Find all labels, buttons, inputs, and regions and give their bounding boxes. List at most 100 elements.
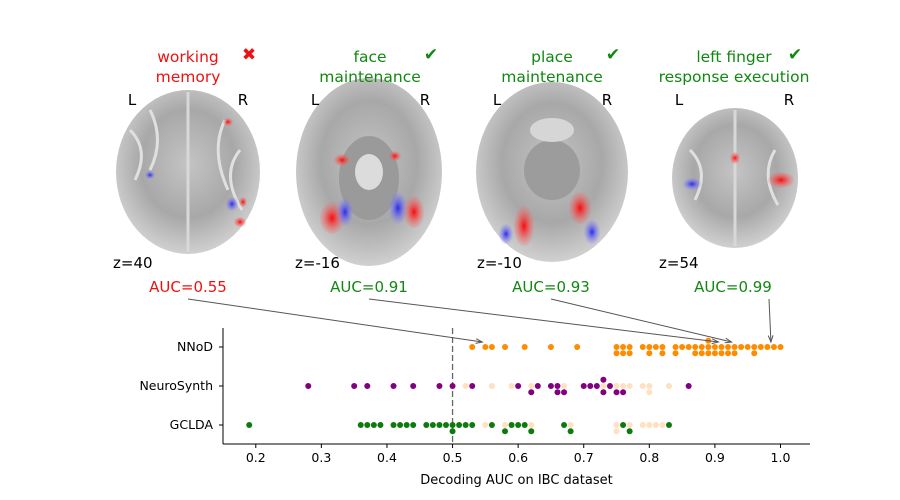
faded-point xyxy=(462,383,469,389)
data-point-nnod xyxy=(698,344,705,350)
faded-point xyxy=(482,422,489,428)
data-point-neurosynth xyxy=(587,383,594,389)
data-point-gclda xyxy=(364,422,371,428)
faded-point xyxy=(613,383,620,389)
data-point-nnod xyxy=(469,344,476,350)
data-point-nnod xyxy=(698,350,705,357)
y-tick-label: GCLDA xyxy=(170,417,214,432)
data-point-nnod xyxy=(692,350,699,357)
data-point-nnod xyxy=(626,344,633,350)
data-point-nnod xyxy=(711,344,718,350)
faded-point xyxy=(659,422,666,428)
data-point-neurosynth xyxy=(613,389,620,396)
data-point-gclda xyxy=(377,422,384,428)
data-point-gclda xyxy=(626,428,633,435)
x-tick-label: 0.6 xyxy=(508,450,528,465)
data-point-nnod xyxy=(770,344,777,350)
x-tick-label: 1.0 xyxy=(771,450,791,465)
data-point-gclda xyxy=(449,422,456,428)
panel-1-auc-label: AUC=0.55 xyxy=(149,278,227,296)
arrow-head xyxy=(711,338,720,345)
data-point-neurosynth xyxy=(685,383,692,389)
panel-4-title-line-2: response execution xyxy=(659,68,810,86)
faded-point xyxy=(488,383,495,389)
data-point-nnod xyxy=(679,344,686,350)
data-point-nnod xyxy=(574,344,581,350)
faded-point xyxy=(508,383,515,389)
data-point-neurosynth xyxy=(364,383,371,389)
panel-4-auc-label: AUC=0.99 xyxy=(694,278,772,296)
x-tick-label: 0.8 xyxy=(639,450,659,465)
panel-3-check-icon: ✔ xyxy=(606,45,620,65)
x-tick-label: 0.7 xyxy=(574,450,594,465)
data-point-nnod xyxy=(488,344,495,350)
data-point-nnod xyxy=(757,344,764,350)
data-point-nnod xyxy=(731,344,738,350)
data-point-gclda xyxy=(429,422,436,428)
data-point-nnod xyxy=(620,344,627,350)
x-tick-label: 0.2 xyxy=(246,450,266,465)
y-tick-label: NNoD xyxy=(177,339,213,354)
data-point-nnod xyxy=(711,350,718,357)
faded-point xyxy=(626,383,633,389)
panel-1-left-label: L xyxy=(128,91,137,109)
faded-point xyxy=(665,383,672,389)
panel-1-right-label: R xyxy=(238,91,248,109)
data-point-gclda xyxy=(528,428,535,435)
data-point-nnod xyxy=(659,350,666,357)
data-point-gclda xyxy=(442,422,449,428)
data-point-nnod xyxy=(620,350,627,357)
brain-panel-2 xyxy=(296,78,442,266)
data-point-nnod xyxy=(547,344,554,350)
arrow-line xyxy=(550,298,732,343)
faded-point xyxy=(646,389,653,396)
x-tick-label: 0.9 xyxy=(705,450,725,465)
data-point-gclda xyxy=(410,422,417,428)
panel-1-title-line-2: memory xyxy=(156,68,221,86)
data-point-nnod xyxy=(705,344,712,350)
brain-panel-4 xyxy=(672,108,798,248)
arrow-head xyxy=(724,337,733,344)
data-point-nnod xyxy=(738,344,745,350)
data-point-nnod xyxy=(639,344,646,350)
data-point-nnod xyxy=(685,344,692,350)
data-point-nnod xyxy=(502,344,509,350)
brain-panel-3 xyxy=(476,82,628,262)
data-point-gclda xyxy=(515,422,522,428)
faded-point xyxy=(567,422,574,428)
data-point-nnod xyxy=(672,344,679,350)
panel-2-title-line-1: face xyxy=(353,48,386,66)
data-point-neurosynth xyxy=(593,383,600,389)
faded-point xyxy=(652,422,659,428)
data-point-neurosynth xyxy=(600,389,607,396)
faded-point xyxy=(639,383,646,389)
faded-point xyxy=(528,422,535,428)
panel-3-auc-label: AUC=0.93 xyxy=(512,278,590,296)
data-point-gclda xyxy=(469,422,476,428)
data-point-gclda xyxy=(449,428,456,435)
data-point-nnod xyxy=(718,344,725,350)
data-point-nnod xyxy=(652,344,659,350)
panel-4-slice-label: z=54 xyxy=(659,254,699,272)
data-point-nnod xyxy=(751,344,758,350)
panel-4-check-icon: ✔ xyxy=(788,45,802,65)
data-point-nnod xyxy=(751,350,758,357)
data-point-neurosynth xyxy=(534,383,541,389)
faded-point xyxy=(639,422,646,428)
arrow-line xyxy=(187,298,483,343)
faded-point xyxy=(620,383,627,389)
data-point-neurosynth xyxy=(620,389,627,396)
data-point-neurosynth xyxy=(351,383,358,389)
panel-4-right-label: R xyxy=(784,91,794,109)
panel-2-title-line-2: maintenance xyxy=(319,68,421,86)
faded-point xyxy=(626,422,633,428)
panel-1-cross-icon: ✖ xyxy=(242,45,256,65)
data-point-nnod xyxy=(613,350,620,357)
faded-point xyxy=(528,383,535,389)
data-point-gclda xyxy=(620,422,627,428)
data-point-nnod xyxy=(646,344,653,350)
panel-3-left-label: L xyxy=(493,91,502,109)
data-point-gclda xyxy=(502,428,509,435)
data-point-neurosynth xyxy=(606,383,613,389)
annotation-arrows xyxy=(187,298,774,345)
